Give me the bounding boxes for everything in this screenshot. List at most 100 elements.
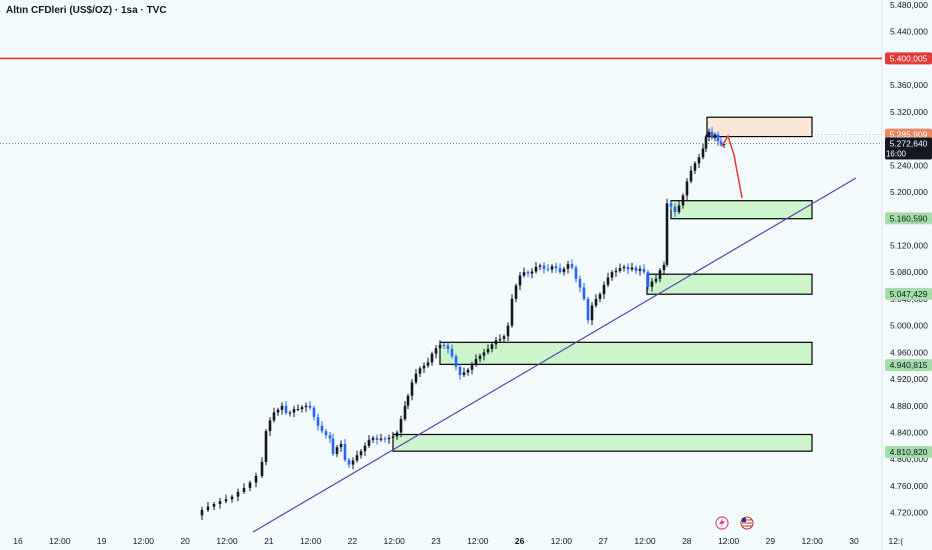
x-tick-label: 12:00	[634, 536, 656, 546]
candle-body	[242, 487, 246, 492]
candle-body	[296, 409, 300, 411]
candle-body	[602, 284, 606, 295]
x-tick-label: 16	[13, 536, 23, 546]
x-tick-label: 12:00	[49, 536, 71, 546]
candle-body	[462, 372, 466, 376]
zone-price-label-bg	[885, 359, 932, 372]
candle-body	[542, 265, 546, 269]
y-tick-label: 5.080,000	[890, 267, 928, 277]
candle-body	[367, 439, 371, 446]
candle-body	[494, 340, 498, 345]
candle-body	[554, 266, 558, 269]
candle-body	[264, 431, 268, 462]
x-tick-label: 29	[766, 536, 776, 546]
candle-body	[642, 268, 646, 273]
candle-body	[719, 141, 723, 145]
candle-body	[375, 437, 379, 440]
candle-body	[486, 348, 490, 353]
candle-body	[626, 266, 630, 270]
candle-body	[598, 294, 602, 299]
candle-body	[454, 356, 458, 368]
candle-body	[490, 344, 494, 349]
demand-zone	[392, 433, 813, 452]
candle-body	[638, 268, 642, 271]
y-tick-label: 4.920,000	[890, 374, 928, 384]
candle-body	[359, 451, 363, 456]
candle-body	[236, 491, 240, 497]
candle-body	[280, 405, 284, 410]
candle-body	[403, 405, 407, 420]
candle-body	[218, 501, 222, 504]
zone-price-label: 4.810,820	[890, 447, 928, 457]
candle-body	[610, 272, 614, 278]
candle-body	[606, 277, 610, 285]
last-price-label: 5.272,640	[890, 139, 928, 149]
candle-body	[268, 420, 272, 432]
candle-body	[654, 278, 658, 282]
candle-body	[681, 195, 685, 206]
candle-body	[590, 305, 594, 321]
candle-body	[526, 272, 530, 274]
y-tick-label: 5.360,000	[890, 80, 928, 90]
candle-body	[458, 367, 462, 376]
candle-body	[335, 447, 339, 454]
candle-body	[355, 455, 359, 461]
candle-body	[438, 344, 442, 349]
candle-body	[710, 131, 714, 138]
candle-body	[582, 287, 586, 299]
candle-body	[446, 345, 450, 349]
y-tick-label: 5.440,000	[890, 27, 928, 37]
zone-price-label: 4.940,815	[890, 360, 928, 370]
y-tick-label: 5.000,000	[890, 321, 928, 331]
candle-body	[422, 365, 426, 369]
candle-body	[658, 270, 662, 279]
candle-body	[466, 369, 470, 373]
candle-body	[328, 435, 332, 439]
candle-body	[689, 170, 693, 182]
candle-body	[566, 264, 570, 269]
candle-body	[288, 412, 292, 414]
candle-body	[614, 270, 618, 273]
last-price-time: 16:00	[886, 150, 907, 159]
candle-body	[254, 475, 258, 483]
candle-body	[534, 266, 538, 272]
y-tick-label: 5.320,000	[890, 107, 928, 117]
y-tick-label: 4.960,000	[890, 347, 928, 357]
candle-body	[546, 268, 550, 270]
candle-body	[391, 436, 395, 438]
candle-body	[562, 268, 566, 273]
candle-body	[324, 431, 328, 436]
candle-body	[387, 437, 391, 440]
candle-body	[224, 499, 228, 502]
candle-body	[414, 373, 418, 383]
candle-body	[371, 437, 375, 440]
candle-body	[530, 271, 534, 274]
demand-zone	[439, 341, 813, 365]
y-tick-label: 5.240,000	[890, 160, 928, 170]
candle-body	[200, 509, 204, 516]
candle-body	[574, 267, 578, 279]
y-tick-label: 4.880,000	[890, 401, 928, 411]
y-tick-label: 4.840,000	[890, 427, 928, 437]
candle-body	[399, 419, 403, 433]
candle-body	[514, 285, 518, 299]
chart-title: Altın CFDleri (US$/OZ) · 1sa · TVC	[6, 5, 167, 16]
candle-body	[212, 503, 216, 507]
y-tick-label: 5.200,000	[890, 187, 928, 197]
y-tick-label: 5.120,000	[890, 240, 928, 250]
candle-body	[470, 365, 474, 370]
x-tick-label: 12:00	[467, 536, 489, 546]
zone-price-label-bg	[885, 287, 932, 300]
x-tick-label: 12:00	[802, 536, 824, 546]
supply-zone	[706, 116, 813, 138]
candle-body	[697, 157, 701, 164]
x-tick-label: 26	[515, 536, 525, 546]
candle-body	[474, 359, 478, 366]
candle-body	[418, 368, 422, 374]
candle-body	[434, 348, 438, 354]
candle-body	[550, 266, 554, 270]
candle-body	[383, 438, 387, 440]
x-tick-label: 30	[849, 536, 859, 546]
